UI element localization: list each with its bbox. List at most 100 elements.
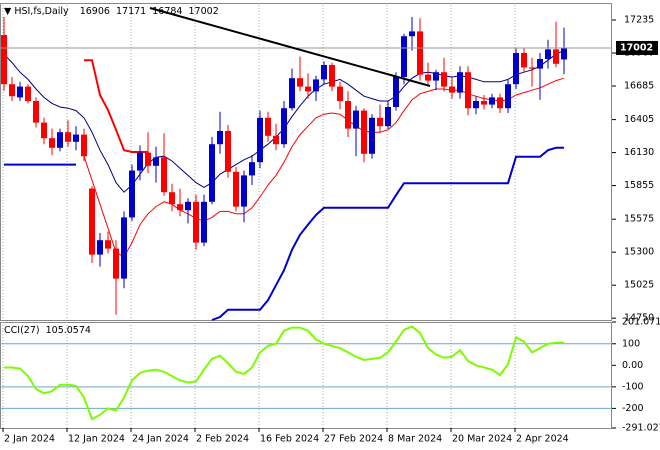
y-tick-label: 14750 [624, 313, 654, 324]
y-tick-label: 15300 [624, 247, 654, 258]
candle-body [289, 78, 295, 109]
candle-body [249, 162, 255, 176]
candle-body [481, 101, 487, 105]
x-tick-label: 12 Jan 2024 [68, 434, 125, 445]
candle-body [433, 72, 439, 81]
x-tick-label: 24 Jan 2024 [132, 434, 189, 445]
x-tick-label: 8 Mar 2024 [388, 434, 442, 445]
candle-body [145, 152, 151, 166]
candle-body [425, 74, 431, 81]
candle-body [441, 72, 447, 87]
candle-body [105, 240, 111, 249]
candle-body [1, 35, 7, 85]
candle-body [561, 47, 567, 60]
candle-body [33, 101, 39, 123]
candle-body [337, 86, 343, 101]
close-value: 17002 [189, 6, 219, 17]
candle-body [297, 78, 303, 87]
indicator-line [84, 59, 148, 153]
x-tick-label: 27 Feb 2024 [324, 434, 383, 445]
x-tick-label: 16 Feb 2024 [260, 434, 319, 445]
candle-body [457, 72, 463, 93]
cci-y-tick-label: 201.0718 [622, 317, 660, 328]
candle-body [529, 67, 535, 69]
cci-y-tick-label: 0.00 [622, 360, 643, 371]
symbol: HSI,fs,Daily [14, 6, 69, 17]
cci-line [4, 325, 565, 421]
candle-body [369, 117, 375, 154]
candle-body [497, 97, 503, 109]
trendline [149, 7, 431, 87]
candle-body [241, 175, 247, 207]
candle-body [273, 135, 279, 145]
cci-y-tick-label: -100 [622, 381, 644, 392]
candle-body [537, 59, 543, 69]
candle-body [225, 131, 231, 172]
cci-y-tick-label: 100 [622, 338, 640, 349]
cci-y-tick-label: -200 [622, 403, 644, 414]
y-tick-label: 15855 [624, 180, 654, 191]
candle-body [321, 65, 327, 80]
y-tick-label: 17235 [624, 15, 654, 26]
candle-body [313, 79, 319, 92]
candle-body [473, 101, 479, 109]
candle-body [41, 122, 47, 139]
axes: 2 Jan 2024 12 Jan 2024 24 Jan 2024 2 Feb 20… [2, 15, 660, 445]
candle-body [361, 110, 367, 154]
candle-body [305, 86, 311, 92]
candle-body [129, 170, 135, 218]
x-tick-label: 2 Jan 2024 [4, 434, 55, 445]
open-value: 16906 [80, 6, 110, 17]
cci-label: CCI(27) [4, 325, 40, 336]
candle-body [73, 134, 79, 142]
y-tick-label: 15025 [624, 280, 654, 291]
candle-body [209, 144, 215, 202]
candle-body [401, 36, 407, 77]
candle-body [193, 201, 199, 243]
candle-body [417, 31, 423, 75]
y-tick-label: 16685 [624, 81, 654, 92]
candle-body [201, 201, 207, 243]
low-value: 16784 [152, 6, 182, 17]
high-value: 17171 [116, 6, 146, 17]
candle-body [177, 204, 183, 211]
candle-body [89, 188, 95, 255]
candle-body [265, 117, 271, 136]
candle-body [185, 201, 191, 211]
candle-body [345, 101, 351, 129]
candle-body [81, 134, 87, 157]
candle-body [121, 217, 127, 279]
indicator-line [4, 146, 564, 321]
cci-panel [0, 322, 612, 429]
candle-body [393, 77, 399, 107]
price-panel [0, 3, 612, 321]
candle-body [161, 157, 167, 193]
candle-body [257, 117, 263, 163]
y-tick-label: 16405 [624, 114, 654, 125]
candle-body [281, 108, 287, 145]
x-tick-label: 2 Feb 2024 [196, 434, 249, 445]
candle-body [153, 157, 159, 166]
triangle: ▼ [4, 6, 14, 17]
candle-body [513, 53, 519, 85]
candle-body [113, 248, 119, 279]
candle-body [521, 53, 527, 68]
cci-value: 105.0574 [46, 325, 91, 336]
candle-body [65, 132, 71, 142]
candle-body [377, 117, 383, 127]
candle-body [553, 49, 559, 64]
candle-body [49, 138, 55, 148]
cci-header: CCI(27) 105.0574 [4, 325, 91, 336]
candle-body [545, 49, 551, 59]
x-tick-label: 2 Apr 2024 [516, 434, 569, 445]
candle-body [57, 132, 63, 148]
candle-body [9, 84, 15, 97]
price-label: 17002 [620, 42, 653, 53]
candle-body [385, 107, 391, 127]
candle-body [97, 240, 103, 255]
price-label-box [616, 40, 658, 55]
plot [0, 5, 612, 428]
candle-body [465, 72, 471, 109]
candle-body [353, 110, 359, 129]
